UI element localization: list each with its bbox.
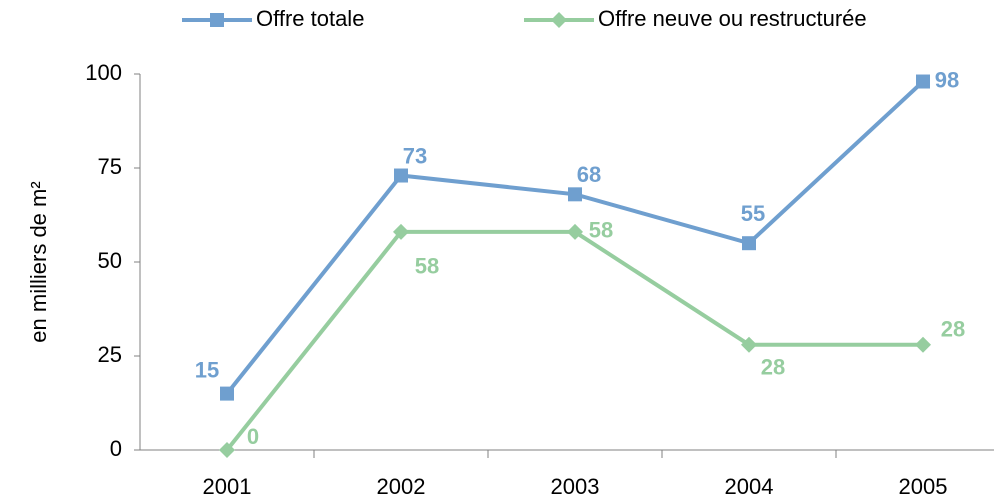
y-tick-label: 100: [85, 60, 122, 85]
data-label: 28: [941, 317, 965, 342]
data-point: [393, 223, 409, 240]
data-label: 0: [247, 424, 259, 449]
data-point: [220, 386, 234, 401]
data-label: 68: [577, 162, 601, 187]
data-label: 58: [415, 254, 439, 279]
x-tick-label: 2004: [725, 474, 774, 499]
y-tick-label: 50: [98, 248, 122, 273]
data-point: [568, 187, 582, 202]
y-tick-label: 25: [98, 342, 122, 367]
data-label: 55: [741, 201, 765, 226]
legend-marker: [210, 13, 224, 27]
data-point: [916, 74, 930, 89]
data-label: 58: [589, 218, 613, 243]
data-point: [741, 336, 757, 353]
x-tick-label: 2003: [551, 474, 600, 499]
data-label: 73: [403, 143, 427, 168]
y-tick-label: 75: [98, 154, 122, 179]
x-tick-label: 2005: [899, 474, 948, 499]
data-point: [567, 223, 583, 240]
data-label: 98: [935, 67, 959, 92]
data-point: [742, 236, 756, 251]
legend-marker: [551, 12, 567, 28]
data-point: [219, 442, 235, 458]
data-label: 15: [195, 357, 219, 382]
data-point: [394, 168, 408, 183]
legend-label: Offre neuve ou restructurée: [598, 6, 867, 31]
y-tick-label: 0: [110, 436, 122, 461]
data-label: 28: [761, 355, 785, 380]
x-tick-label: 2002: [377, 474, 426, 499]
y-axis-label: en milliers de m²: [26, 181, 51, 342]
legend-label: Offre totale: [256, 6, 364, 31]
x-tick-label: 2001: [203, 474, 252, 499]
data-point: [915, 336, 931, 353]
